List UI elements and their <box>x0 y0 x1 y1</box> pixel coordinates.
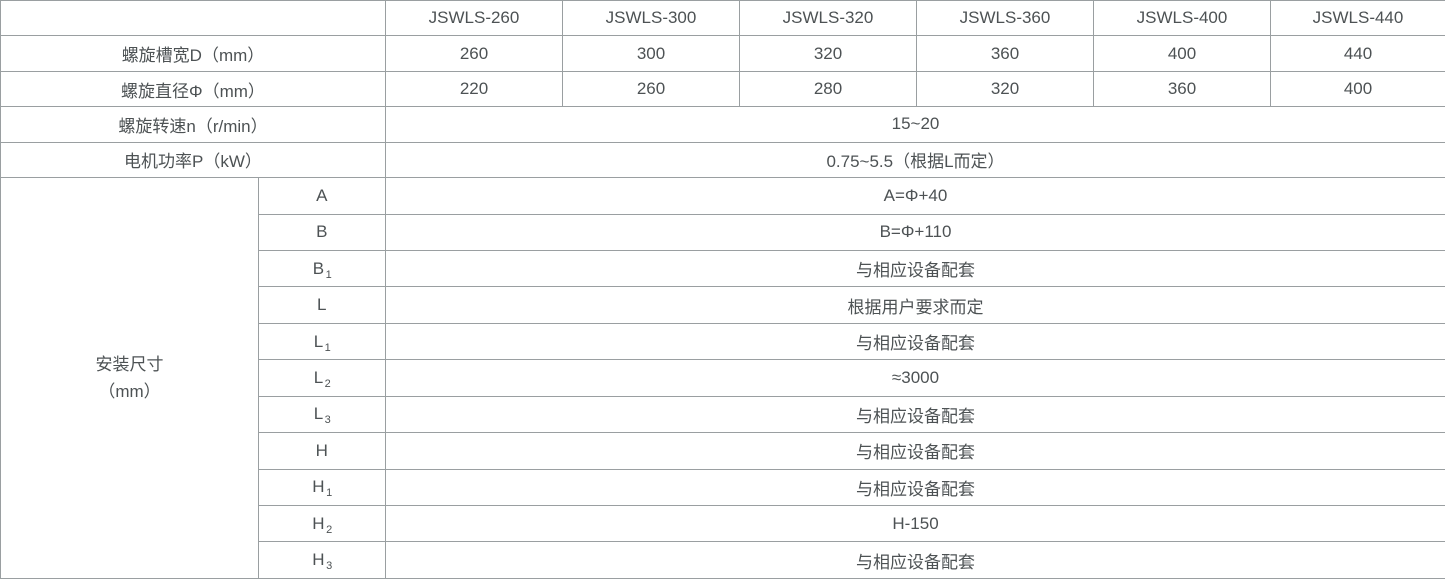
table-header-row: 参数 型号 JSWLS-260 JSWLS-300 JSWLS-320 JSWLS-360… <box>0 0 1445 37</box>
dimension-symbol-2: B1 <box>258 249 386 288</box>
dimension-symbol-10: H3 <box>258 541 386 579</box>
model-column-header-5: JSWLS-440 <box>1270 0 1445 37</box>
dimension-value-0: A=Φ+40 <box>385 177 1445 215</box>
table-row: B1 与相应设备配套 <box>1 249 1445 288</box>
value-cell-r0-c0: 260 <box>385 35 563 72</box>
dimension-value-10: 与相应设备配套 <box>385 541 1445 579</box>
diagonal-divider-icon <box>1 1 385 35</box>
value-cell-r0-c4: 400 <box>1093 35 1271 72</box>
table-row: 螺旋直径Φ（mm） 220 260 280 320 360 400 <box>0 70 1445 108</box>
value-cell-r0-c1: 300 <box>562 35 740 72</box>
dimension-value-9: H-150 <box>385 505 1445 543</box>
dimension-symbol-base-4: L <box>313 331 324 351</box>
dimension-symbol-4: L1 <box>258 322 386 361</box>
model-column-header-4: JSWLS-400 <box>1093 0 1271 37</box>
dimension-symbol-7: H <box>258 432 386 470</box>
dimension-symbol-subscript-4: 1 <box>324 341 332 354</box>
dimension-symbol-subscript-2: 1 <box>325 268 333 281</box>
parameter-label-0: 螺旋槽宽D（mm） <box>0 35 386 72</box>
table-row: 螺旋槽宽D（mm） 260 300 320 360 400 440 <box>0 35 1445 72</box>
dimension-symbol-9: H2 <box>258 505 386 543</box>
dimension-symbol-base-1: B <box>316 222 328 242</box>
table-row: B B=Φ+110 <box>1 213 1445 251</box>
dimension-symbol-base-6: L <box>313 404 324 424</box>
dimension-value-8: 与相应设备配套 <box>385 468 1445 507</box>
table-row: 电机功率P（kW） 0.75~5.5（根据L而定） <box>0 141 1445 179</box>
header-model-label: 型号 <box>337 4 371 23</box>
dimension-value-1: B=Φ+110 <box>385 213 1445 251</box>
dimension-value-4: 与相应设备配套 <box>385 322 1445 361</box>
header-parameter-label: 参数 <box>15 14 49 34</box>
dimension-value-5: ≈3000 <box>385 359 1445 397</box>
model-column-header-3: JSWLS-360 <box>916 0 1094 37</box>
table-row: 螺旋转速n（r/min） 15~20 <box>0 106 1445 143</box>
dimension-symbol-base-3: L <box>317 295 327 315</box>
dimension-symbol-6: L3 <box>258 395 386 434</box>
model-column-header-1: JSWLS-300 <box>562 0 740 37</box>
value-cell-r1-c2: 280 <box>739 70 917 108</box>
parameter-label-1: 螺旋直径Φ（mm） <box>0 70 386 108</box>
dimension-symbol-base-9: H <box>312 513 326 533</box>
value-cell-r1-c4: 360 <box>1093 70 1271 108</box>
table-row: 安装尺寸 （mm） A A=Φ+40 <box>0 177 1445 579</box>
install-dimension-group-label: 安装尺寸 （mm） <box>0 177 259 579</box>
table-row: L3 与相应设备配套 <box>1 395 1445 434</box>
dimension-symbol-subscript-9: 2 <box>326 523 333 536</box>
value-cell-r1-c1: 260 <box>562 70 740 108</box>
dimension-value-2: 与相应设备配套 <box>385 249 1445 288</box>
dimension-symbol-3: L <box>258 286 386 324</box>
header-corner-cell: 参数 型号 <box>0 0 386 37</box>
value-cell-r0-c5: 440 <box>1270 35 1445 72</box>
table-row: H3 与相应设备配套 <box>1 541 1445 579</box>
model-column-header-0: JSWLS-260 <box>385 0 563 37</box>
parameter-label-2: 螺旋转速n（r/min） <box>0 106 386 143</box>
dimension-symbol-5: L2 <box>258 359 386 397</box>
table-row: H 与相应设备配套 <box>1 432 1445 470</box>
dimension-symbol-base-8: H <box>312 477 326 497</box>
parameter-label-3: 电机功率P（kW） <box>0 141 386 179</box>
dimension-symbol-base-10: H <box>312 550 326 570</box>
value-cell-r1-c3: 320 <box>916 70 1094 108</box>
dimension-symbol-subscript-8: 1 <box>326 487 333 500</box>
dimension-symbol-subscript-6: 3 <box>324 414 332 427</box>
dimension-symbol-subscript-5: 2 <box>324 378 332 391</box>
dimension-symbol-base-2: B <box>312 258 325 278</box>
value-cell-r1-c0: 220 <box>385 70 563 108</box>
merged-value-cell-3: 0.75~5.5（根据L而定） <box>385 141 1445 179</box>
dimension-symbol-subscript-10: 3 <box>326 560 333 573</box>
dimension-value-6: 与相应设备配套 <box>385 395 1445 434</box>
table-row: L2 ≈3000 <box>1 359 1445 397</box>
value-cell-r0-c2: 320 <box>739 35 917 72</box>
dimension-symbol-8: H1 <box>258 468 386 507</box>
dimension-symbol-0: A <box>258 177 386 215</box>
dimension-value-3: 根据用户要求而定 <box>385 286 1445 324</box>
dimension-symbol-base-7: H <box>315 440 329 460</box>
install-label-line2: （mm） <box>98 382 161 402</box>
dimension-symbol-1: B <box>258 213 386 251</box>
dimension-value-7: 与相应设备配套 <box>385 432 1445 470</box>
dimension-symbol-base-0: A <box>316 185 328 205</box>
table-row: L1 与相应设备配套 <box>1 322 1445 361</box>
value-cell-r0-c3: 360 <box>916 35 1094 72</box>
install-label-line1: 安装尺寸 <box>95 354 164 374</box>
dimension-symbol-base-5: L <box>313 368 324 388</box>
model-column-header-2: JSWLS-320 <box>739 0 917 37</box>
table-row: L 根据用户要求而定 <box>1 286 1445 324</box>
value-cell-r1-c5: 400 <box>1270 70 1445 108</box>
merged-value-cell-2: 15~20 <box>385 106 1445 143</box>
table-row: H2 H-150 <box>1 505 1445 543</box>
